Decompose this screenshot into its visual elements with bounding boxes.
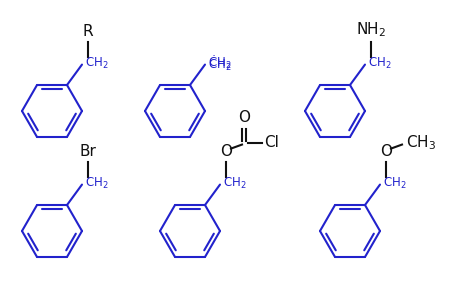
Text: $\mathdefault{\dot{C}}$H$_2$: $\mathdefault{\dot{C}}$H$_2$ bbox=[208, 54, 232, 73]
Text: CH$_2$: CH$_2$ bbox=[383, 176, 407, 191]
Text: CH$_3$: CH$_3$ bbox=[406, 133, 436, 152]
Text: NH$_2$: NH$_2$ bbox=[356, 20, 386, 39]
Text: Br: Br bbox=[80, 144, 96, 159]
Text: O: O bbox=[238, 110, 250, 125]
Text: Cl: Cl bbox=[264, 135, 279, 150]
Text: R: R bbox=[82, 24, 93, 39]
Text: CH$_2$: CH$_2$ bbox=[85, 176, 109, 191]
Text: CH$_2$: CH$_2$ bbox=[85, 56, 109, 71]
Text: CH$_2$: CH$_2$ bbox=[368, 56, 392, 71]
Text: CH$_2$: CH$_2$ bbox=[223, 176, 246, 191]
Text: O: O bbox=[220, 144, 232, 159]
Text: O: O bbox=[380, 144, 392, 159]
Text: CH$_2$: CH$_2$ bbox=[208, 56, 232, 71]
